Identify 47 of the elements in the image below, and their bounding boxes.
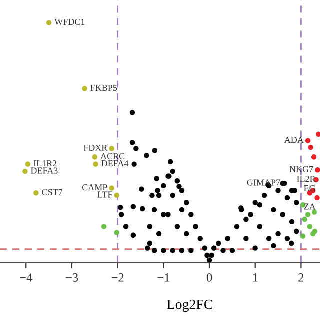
annotation: ADA <box>284 137 304 144</box>
annotation: DEFA4 <box>102 160 129 167</box>
annotation: WFDC1 <box>54 18 85 26</box>
x-tick-label: −1 <box>158 274 170 282</box>
point <box>305 212 311 218</box>
x-axis-title: Log2FC <box>167 300 212 312</box>
point <box>92 154 98 160</box>
point <box>308 144 314 150</box>
point <box>312 210 318 215</box>
annotation: DEFA3 <box>31 168 58 174</box>
point <box>25 162 31 167</box>
annotation: LTF <box>98 192 112 198</box>
point <box>312 228 318 234</box>
point <box>109 146 114 152</box>
point <box>307 224 313 230</box>
point <box>82 86 88 92</box>
x-tick-label: −2 <box>112 274 124 282</box>
point <box>114 192 120 198</box>
point <box>315 168 320 173</box>
annotation: NKG7 <box>290 166 314 172</box>
point <box>46 20 52 26</box>
point <box>101 224 107 230</box>
annotation: IL1R2 <box>34 160 57 167</box>
point <box>305 138 311 144</box>
x-tick-label: 0 <box>206 274 212 282</box>
annotation: ACRC <box>100 153 125 160</box>
x-tick-label: −3 <box>66 274 78 282</box>
annotation: ZA <box>304 204 316 210</box>
point <box>311 154 317 160</box>
point <box>93 162 98 167</box>
point <box>34 190 39 196</box>
annotation: EG <box>304 185 316 192</box>
point <box>302 216 308 222</box>
point <box>114 230 120 236</box>
point <box>316 132 320 137</box>
x-tick-label: 1 <box>253 274 258 282</box>
annotation: CAMP <box>82 184 108 191</box>
point <box>22 168 28 174</box>
annotation: GIMAP7 <box>247 180 280 186</box>
annotation: FDXR <box>84 145 108 151</box>
annotation: CST7 <box>42 189 63 196</box>
point <box>109 186 114 191</box>
annotation: FKBP5 <box>90 85 118 92</box>
point <box>314 195 320 201</box>
x-tick-label: −4 <box>20 274 33 282</box>
x-tick-label: 2 <box>298 274 304 282</box>
point <box>300 234 306 239</box>
